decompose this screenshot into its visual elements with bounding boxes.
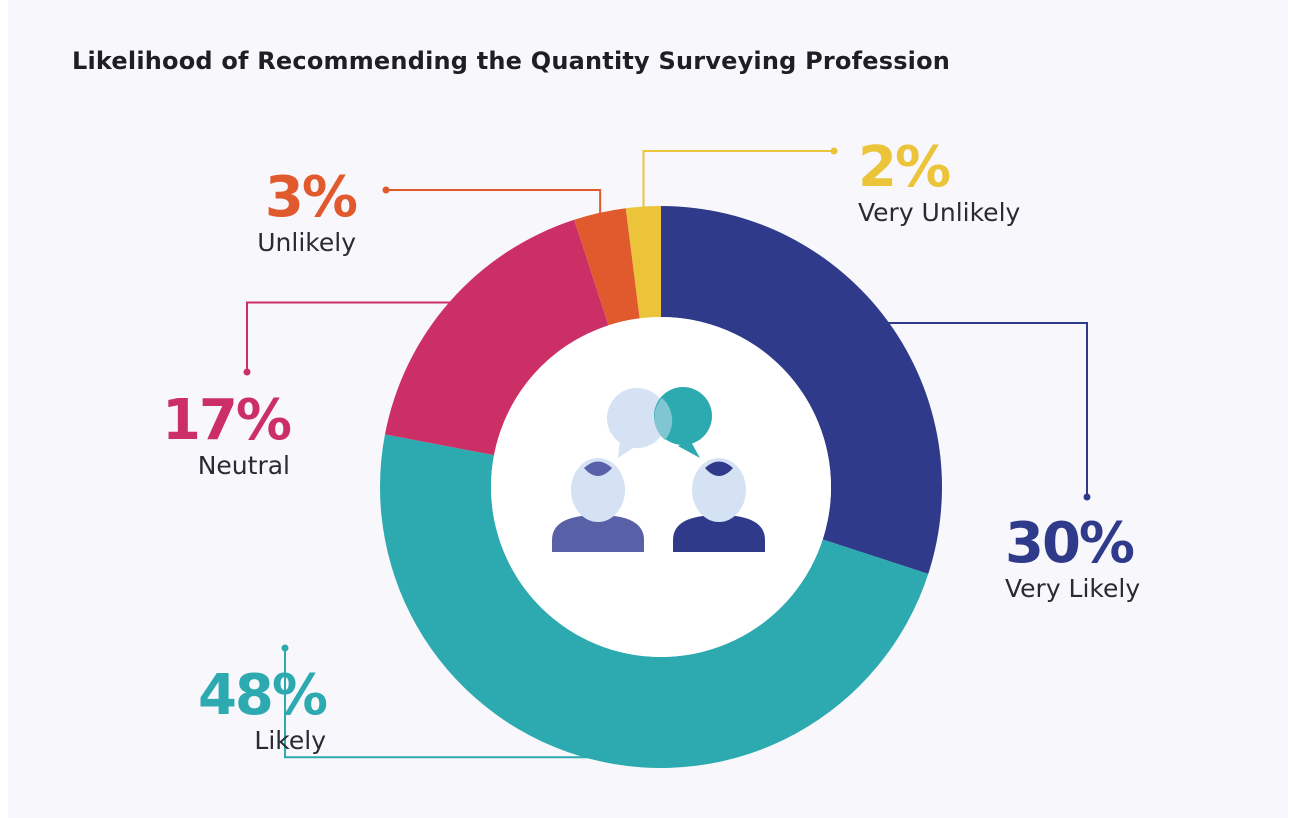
leader-lines	[243, 147, 1091, 759]
slice-neutral	[384, 219, 609, 456]
category-label-likely: Likely	[254, 726, 326, 755]
leader-line-unlikely	[386, 189, 602, 215]
leader-line-very-likely	[886, 322, 1088, 497]
speech-bubble-left-icon	[607, 388, 667, 458]
leader-dot-very-likely	[1083, 493, 1091, 501]
value-label-very-unlikely: 2%	[858, 135, 951, 200]
speech-bubble-right-icon	[654, 387, 712, 458]
category-label-very-likely: Very Likely	[1005, 574, 1141, 603]
category-label-unlikely: Unlikely	[257, 228, 356, 257]
donut-slices	[379, 206, 942, 769]
category-label-very-unlikely: Very Unlikely	[858, 198, 1021, 227]
category-label-neutral: Neutral	[197, 451, 290, 480]
leader-dot-unlikely	[382, 186, 390, 194]
slice-very-unlikely	[625, 206, 661, 319]
value-label-unlikely: 3%	[264, 165, 358, 230]
label-likely: 48% Likely	[170, 663, 328, 755]
chart-title: Likelihood of Recommending the Quantity …	[72, 47, 951, 75]
value-label-very-likely: 30%	[1005, 511, 1135, 576]
label-unlikely: 3% Unlikely	[226, 165, 358, 257]
slice-likely	[379, 434, 929, 769]
donut-hole	[491, 317, 831, 657]
value-label-likely: 48%	[197, 663, 328, 728]
person-left-icon	[552, 458, 644, 552]
two-people-chat-icon	[552, 387, 765, 552]
leader-line-neutral	[246, 301, 452, 372]
leader-dot-likely	[281, 644, 289, 652]
label-very-likely: 30% Very Likely	[1005, 511, 1141, 603]
value-label-neutral: 17%	[161, 388, 292, 453]
person-right-icon	[673, 458, 765, 552]
label-neutral: 17% Neutral	[140, 388, 292, 480]
slice-unlikely	[574, 208, 640, 326]
slice-very-likely	[661, 206, 942, 574]
leader-dot-very-unlikely	[830, 147, 838, 155]
label-very-unlikely: 2% Very Unlikely	[858, 135, 1021, 227]
leader-line-very-unlikely	[642, 150, 834, 209]
leader-line-likely	[284, 648, 592, 759]
leader-dot-neutral	[243, 368, 251, 376]
